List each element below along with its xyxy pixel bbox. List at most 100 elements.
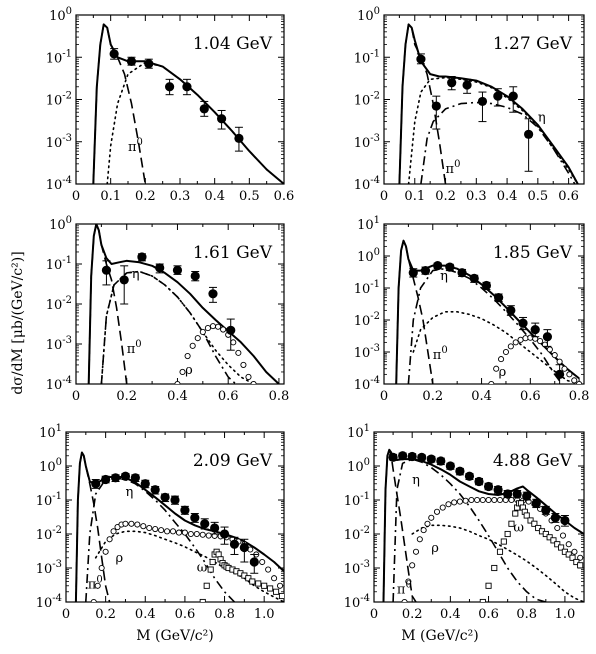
data-point	[462, 80, 472, 90]
open-square-point	[491, 564, 498, 572]
data-point	[457, 268, 467, 278]
x-tick-label: 0	[370, 607, 378, 622]
y-tick-label: 10-1	[344, 491, 370, 509]
curve-label: η	[132, 267, 140, 282]
data-point	[388, 452, 398, 462]
data-point	[120, 471, 131, 481]
panel-title: 1.04 GeV	[193, 34, 273, 54]
x-axis-label-right: M (GeV/c²)	[401, 628, 478, 644]
open-square-point	[485, 582, 492, 589]
x-tick-label: 0.4	[471, 389, 492, 404]
open-circle-point	[554, 524, 561, 532]
data-point	[455, 466, 465, 476]
open-circle-point	[561, 365, 568, 372]
open-circle-point	[271, 575, 278, 582]
open-square-point	[207, 566, 214, 573]
series-line-dashed	[398, 23, 447, 184]
data-point	[182, 82, 192, 92]
open-circle-point	[175, 529, 183, 536]
data-point	[407, 451, 417, 462]
open-circle-point	[179, 368, 186, 376]
data-point	[433, 261, 443, 271]
open-square-point	[273, 588, 280, 595]
plot-frame	[383, 223, 585, 385]
open-circle-point	[235, 349, 242, 356]
y-tick-label: 10-3	[354, 133, 380, 151]
open-circle-point	[502, 348, 510, 356]
open-circle-point	[128, 520, 135, 527]
data-point	[199, 104, 209, 114]
data-point	[101, 474, 111, 485]
y-tick-label: 10-3	[46, 133, 72, 151]
open-circle-point	[424, 520, 431, 527]
panel-title: 4.88 GeV	[493, 451, 573, 471]
data-point	[101, 265, 112, 275]
y-tick-label: 10-3	[354, 343, 380, 361]
data-point	[144, 59, 154, 69]
series-line-solid	[87, 224, 280, 384]
data-point	[474, 476, 484, 487]
curve-label: π0	[433, 345, 448, 363]
chart-panel-6: 0 0.2 0.4 0.6 0.8 1.0 10-4 10-3 10-2 10-1 100 101 η ω…	[344, 423, 585, 622]
open-circle-point	[401, 598, 408, 602]
open-square-point	[573, 558, 580, 566]
y-tick-label: 100	[357, 6, 380, 24]
open-circle-point	[556, 358, 563, 365]
data-point	[130, 473, 140, 483]
panel-title: 1.61 GeV	[193, 243, 273, 263]
y-tick-label: 10-1	[36, 491, 62, 509]
open-circle-point	[187, 530, 194, 538]
plot-frame	[373, 431, 585, 603]
open-square-point	[508, 520, 515, 527]
open-circle-point	[230, 339, 237, 346]
data-point	[150, 485, 160, 495]
open-square-point	[512, 510, 519, 517]
x-tick-label: 0.1	[404, 189, 425, 204]
curve-label: π0	[397, 579, 412, 597]
open-circle-point	[193, 530, 200, 538]
y-tick-label: 10-4	[354, 175, 380, 193]
open-circle-point	[439, 504, 446, 511]
series-line-dashed	[75, 451, 111, 602]
data-point	[126, 56, 137, 66]
x-tick-label: 0.2	[402, 607, 423, 622]
x-tick-label: 0.1	[100, 189, 121, 204]
series-line-dotted	[106, 61, 284, 184]
y-tick-label: 100	[357, 247, 380, 265]
open-circle-point	[110, 528, 117, 535]
curve-label: η	[538, 111, 546, 126]
open-circle-point	[158, 527, 165, 534]
data-point	[477, 96, 488, 107]
open-circle-point	[164, 528, 171, 535]
data-point	[208, 289, 218, 299]
x-tick-label: 0.4	[497, 189, 518, 204]
open-circle-point	[498, 356, 505, 363]
x-axis-label-left: M (GeV/c²)	[136, 628, 213, 644]
x-tick-label: 0.8	[569, 389, 590, 404]
y-tick-label: 100	[49, 6, 72, 24]
plot-area	[92, 23, 284, 184]
data-point	[417, 452, 427, 462]
open-circle-point	[169, 528, 177, 535]
open-circle-point	[474, 496, 481, 504]
open-circle-point	[456, 498, 463, 505]
plot-frame	[65, 431, 285, 603]
data-point	[170, 495, 180, 505]
open-circle-point	[205, 532, 212, 539]
open-circle-point	[433, 508, 441, 515]
open-square-point	[255, 580, 262, 587]
open-circle-point	[276, 582, 284, 589]
series-line-dashdot	[100, 270, 237, 384]
data-point	[420, 265, 431, 276]
open-circle-point	[181, 529, 188, 536]
open-circle-point	[507, 343, 514, 350]
open-circle-point	[493, 365, 500, 372]
open-circle-point	[98, 564, 105, 572]
open-circle-point	[199, 328, 206, 336]
plot-area	[382, 448, 584, 602]
data-point	[522, 491, 532, 501]
data-point	[445, 461, 455, 471]
open-circle-point	[420, 527, 427, 534]
curve-label: ρ	[116, 551, 124, 566]
x-tick-label: 0.2	[435, 189, 456, 204]
